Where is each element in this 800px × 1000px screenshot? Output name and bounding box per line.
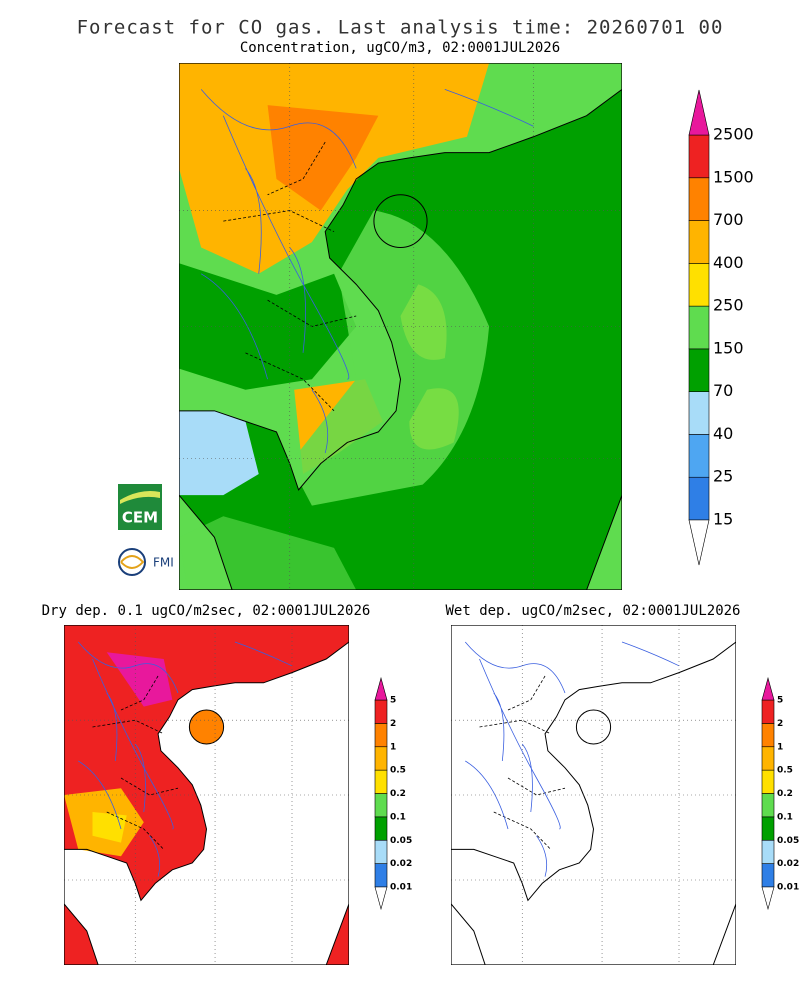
colorbar-under [688,519,710,566]
figure-title: Forecast for CO gas. Last analysis time:… [77,17,724,39]
colorbar-swatch [761,769,775,794]
colorbar-label: 0.1 [390,812,406,822]
colorbar-swatch [374,793,388,818]
logo-text: FMI [153,556,174,570]
colorbar-swatch [374,769,388,794]
colorbar-swatch [761,863,775,888]
colorbar-label: 2500 [713,125,754,144]
colorbar-swatch [688,391,710,435]
colorbar-swatch [374,816,388,841]
colorbar-label: 0.05 [777,836,799,846]
colorbar-under [374,886,388,911]
colorbar-label: 0.01 [777,883,799,893]
colorbar-label: 25 [713,467,733,486]
colorbar-label: 1 [390,742,396,752]
colorbar-under [761,886,775,911]
colorbar-label: 1500 [713,167,754,186]
colorbar-swatch [688,434,710,478]
colorbar-label: 0.05 [390,836,412,846]
concentration-map [179,63,622,590]
colorbar-label: 250 [713,296,744,315]
colorbar-swatch [688,134,710,179]
colorbar-swatch [761,816,775,841]
colorbar-swatch [761,723,775,748]
colorbar-label: 0.02 [390,859,412,869]
colorbar-swatch [688,348,710,392]
logo-text: CEM [122,509,158,527]
colorbar-swatch [688,305,710,350]
colorbar-over [688,89,710,136]
colorbar-swatch [688,177,710,221]
colorbar-swatch [688,220,710,264]
colorbar-label: 5 [390,696,396,706]
wet-deposition-map [451,625,736,965]
colorbar-label: 0.2 [390,789,406,799]
colorbar-swatch [374,723,388,748]
colorbar-swatch [374,699,388,724]
dry-deposition-map [64,625,349,965]
colorbar-swatch [374,839,388,864]
colorbar-swatch [761,746,775,771]
colorbar-label: 40 [713,424,733,443]
colorbar-swatch [688,263,710,307]
colorbar-swatch [688,476,710,521]
colorbar-over [374,676,388,701]
colorbar-label: 70 [713,381,733,400]
colorbar-label: 5 [777,696,783,706]
colorbar-label: 1 [777,742,783,752]
colorbar-swatch [761,699,775,724]
colorbar-label: 2 [777,719,783,729]
colorbar-label: 150 [713,338,744,357]
colorbar-label: 0.2 [777,789,793,799]
colorbar-label: 700 [713,210,744,229]
cem-logo: CEM [118,484,162,530]
colorbar-swatch [761,839,775,864]
colorbar-label: 0.5 [390,766,406,776]
colorbar-label: 0.5 [777,766,793,776]
colorbar-label: 0.1 [777,812,793,822]
panel-title: Wet dep. ugCO/m2sec, 02:0001JUL2026 [445,603,740,619]
colorbar-label: 2 [390,719,396,729]
colorbar-label: 0.01 [390,883,412,893]
panel-title: Concentration, ugCO/m3, 02:0001JUL2026 [240,40,560,56]
fmi-logo: FMI [118,548,174,576]
colorbar-label: 15 [713,510,733,529]
colorbar-swatch [374,746,388,771]
panel-title: Dry dep. 0.1 ugCO/m2sec, 02:0001JUL2026 [42,603,371,619]
colorbar-swatch [374,863,388,888]
colorbar-over [761,676,775,701]
colorbar-label: 0.02 [777,859,799,869]
colorbar-label: 400 [713,253,744,272]
colorbar-swatch [761,793,775,818]
